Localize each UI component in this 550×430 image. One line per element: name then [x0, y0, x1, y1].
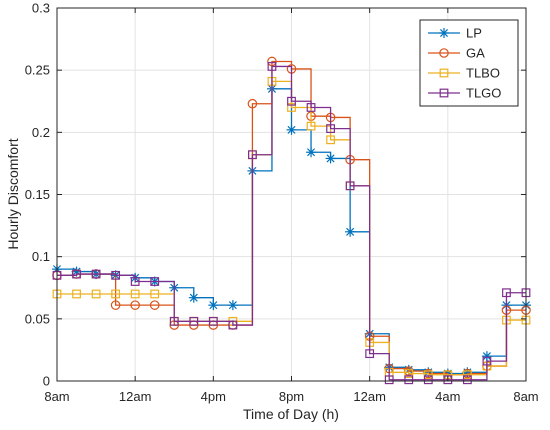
x-tick-label: 12am [353, 389, 386, 404]
legend-marker-tlgo [439, 88, 449, 98]
data-point-ga [149, 300, 160, 310]
data-point-tlbo [404, 369, 414, 378]
data-point-tlgo [208, 316, 218, 326]
series-group [52, 56, 531, 385]
data-point-tlgo [287, 96, 296, 106]
data-point-tlbo [462, 370, 472, 380]
data-point-tlgo [423, 375, 433, 385]
data-point-ga [247, 98, 258, 109]
y-tick-label: 0.2 [32, 125, 50, 140]
legend: LP GA TLBO TLGO [419, 19, 519, 107]
data-point-tlgo [248, 150, 257, 160]
data-point-tlgo [365, 349, 375, 359]
data-point-tlgo [502, 288, 511, 298]
data-point-ga [267, 56, 277, 67]
x-tick-label: 8am [513, 389, 538, 404]
x-tick-label: 8am [44, 389, 69, 404]
data-point-tlbo [306, 121, 316, 131]
y-tick-label: 0.05 [25, 311, 50, 326]
y-tick-label: 0.15 [25, 187, 50, 202]
data-point-tlgo [306, 103, 316, 112]
data-point-tlgo [404, 375, 414, 385]
x-tick-label: 12am [119, 389, 152, 404]
data-point-tlgo [111, 270, 121, 280]
data-point-tlbo [91, 289, 101, 299]
y-tick-label: 0 [43, 374, 50, 389]
y-tick-label: 0.1 [32, 249, 50, 264]
x-tick-label: 8pm [279, 389, 304, 404]
legend-label-tlbo: TLBO [466, 66, 500, 81]
legend-item-tlbo: TLBO [428, 66, 500, 81]
data-point-tlgo [482, 356, 492, 366]
data-point-lp [345, 226, 356, 237]
data-point-lp [188, 292, 199, 303]
data-point-ga [130, 300, 140, 310]
data-point-lp [227, 300, 238, 311]
legend-box [419, 19, 519, 107]
data-point-tlbo [423, 370, 433, 380]
legend-label-lp: LP [466, 26, 482, 41]
data-point-tlgo [189, 316, 199, 326]
data-point-tlgo [267, 62, 277, 71]
data-point-tlgo [150, 277, 160, 286]
legend-item-lp: LP [428, 26, 482, 41]
y-tick-label: 0.3 [32, 1, 50, 16]
data-point-tlgo [384, 375, 394, 385]
data-point-tlgo [443, 375, 453, 385]
data-point-tlgo [228, 320, 238, 330]
data-point-lp [325, 153, 336, 164]
data-point-tlgo [72, 269, 81, 279]
data-point-lp [481, 351, 492, 362]
y-tick-label: 0.25 [25, 63, 50, 78]
data-point-tlbo [326, 135, 335, 145]
legend-label-ga: GA [466, 46, 485, 61]
data-point-tlbo [287, 103, 296, 112]
data-point-tlgo [345, 181, 355, 191]
data-point-lp [208, 300, 219, 311]
data-point-tlbo [150, 289, 160, 299]
data-point-ga [110, 300, 121, 310]
series-line-tlgo [57, 65, 526, 381]
data-point-tlgo [91, 269, 101, 279]
data-point-tlgo [169, 316, 179, 326]
tick-group: 8am 12am 4pm 8pm 12am 4am 8am00.050.10.150.20.… [25, 1, 539, 405]
data-point-lp [306, 147, 317, 158]
x-tick-label: 4pm [201, 389, 226, 404]
legend-marker-lp [439, 28, 449, 38]
data-point-tlgo [130, 277, 140, 286]
data-point-tlgo [326, 124, 335, 134]
data-point-tlbo [130, 289, 140, 299]
data-point-tlbo [72, 289, 81, 299]
legend-label-tlgo: TLGO [466, 86, 501, 101]
x-tick-label: 4am [435, 389, 460, 404]
data-point-lp [286, 124, 297, 135]
y-axis-label: Hourly Discomfort [5, 138, 21, 249]
data-point-tlbo [111, 289, 121, 299]
legend-marker-ga [439, 48, 449, 58]
data-point-tlgo [462, 375, 472, 385]
legend-marker-tlbo [439, 68, 449, 78]
x-axis-label: Time of Day (h) [243, 406, 339, 422]
legend-item-ga: GA [428, 46, 485, 61]
legend-item-tlgo: TLGO [428, 86, 501, 101]
